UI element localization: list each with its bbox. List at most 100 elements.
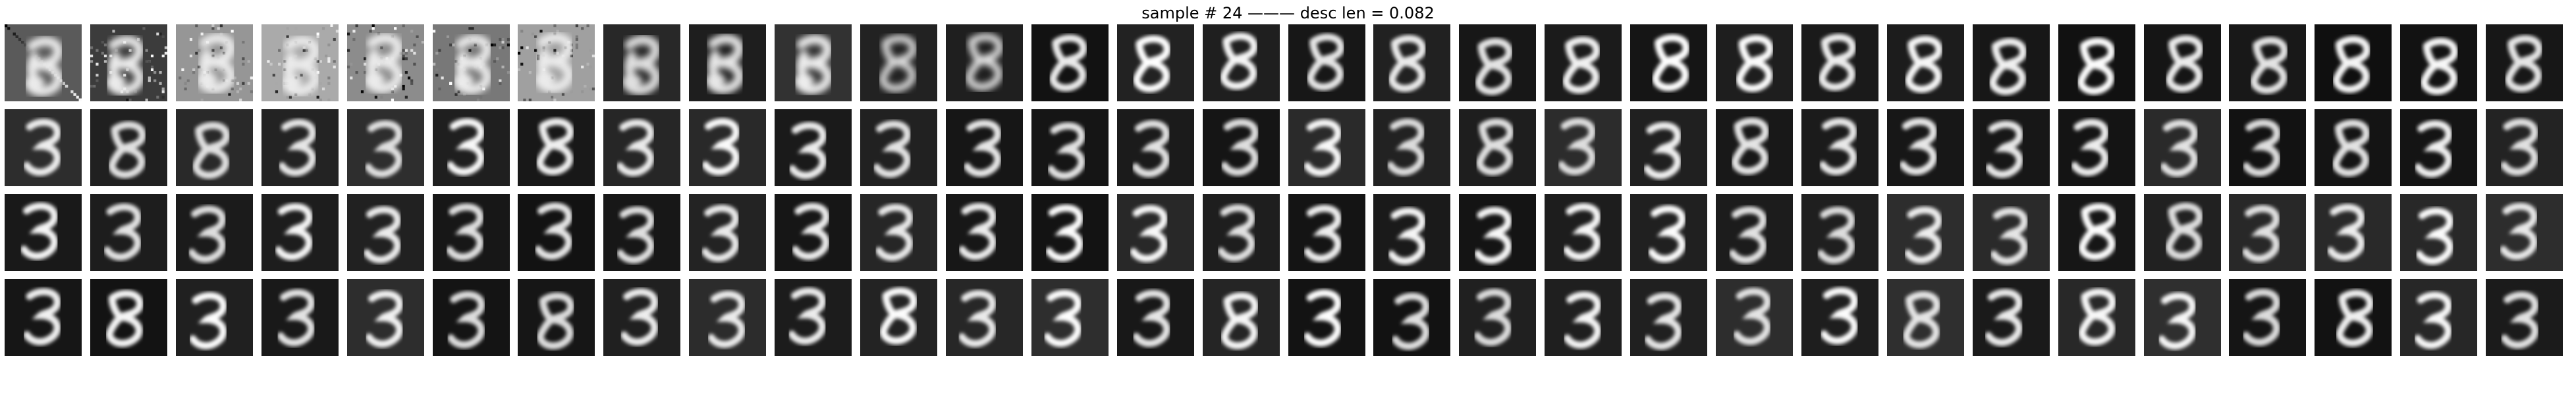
sample-tile — [1972, 194, 2050, 271]
sample-tile — [2229, 24, 2307, 101]
sample-tile — [2400, 109, 2478, 186]
digit-image — [90, 279, 167, 356]
digit-image — [603, 109, 681, 186]
sample-tile — [175, 279, 253, 356]
digit-image — [1031, 109, 1109, 186]
sample-tile — [1716, 109, 1793, 186]
digit-image — [860, 194, 937, 271]
digit-image — [346, 194, 424, 271]
digit-image — [1373, 109, 1451, 186]
sample-tile — [603, 109, 681, 186]
digit-image — [1288, 279, 1365, 356]
digit-image — [1116, 24, 1194, 101]
sample-tile — [1886, 24, 1964, 101]
digit-image — [1545, 279, 1622, 356]
sample-tile — [945, 24, 1023, 101]
digit-image — [2315, 279, 2392, 356]
sample-tile — [689, 24, 767, 101]
sample-tile — [175, 24, 253, 101]
digit-image — [1031, 24, 1109, 101]
digit-image — [261, 194, 339, 271]
figure-title: sample # 24 ——— desc len = 0.082 — [1141, 4, 1435, 22]
sample-tile — [1630, 24, 1708, 101]
digit-image — [775, 279, 852, 356]
sample-tile — [346, 279, 424, 356]
sample-tile — [860, 109, 937, 186]
sample-tile — [5, 24, 82, 101]
sample-tile — [1801, 194, 1878, 271]
digit-image — [1886, 194, 1964, 271]
sample-tile — [860, 279, 937, 356]
sample-tile — [689, 109, 767, 186]
digit-image — [432, 109, 510, 186]
sample-tile — [2058, 194, 2135, 271]
sample-tile — [860, 24, 937, 101]
digit-image — [518, 24, 595, 101]
sample-tile — [1716, 194, 1793, 271]
digit-image — [1459, 279, 1537, 356]
digit-image — [775, 109, 852, 186]
digit-image — [603, 194, 681, 271]
digit-image — [2315, 194, 2392, 271]
sample-tile — [1716, 24, 1793, 101]
digit-image — [860, 24, 937, 101]
digit-image — [603, 24, 681, 101]
digit-image — [1801, 109, 1878, 186]
digit-image — [1202, 24, 1280, 101]
sample-tile — [2400, 194, 2478, 271]
digit-image — [2486, 24, 2563, 101]
digit-image — [1886, 279, 1964, 356]
digit-image — [2486, 109, 2563, 186]
digit-image — [2400, 109, 2478, 186]
digit-image — [1202, 109, 1280, 186]
sample-tile — [261, 279, 339, 356]
sample-tile — [1202, 279, 1280, 356]
sample-tile — [432, 109, 510, 186]
sample-tile — [1886, 194, 1964, 271]
sample-tile — [1373, 24, 1451, 101]
sample-tile — [689, 194, 767, 271]
sample-tile — [1545, 109, 1622, 186]
digit-image — [346, 109, 424, 186]
sample-tile — [1459, 109, 1537, 186]
sample-tile — [2143, 24, 2221, 101]
digit-image — [346, 24, 424, 101]
digit-image — [2400, 24, 2478, 101]
digit-image — [1459, 109, 1537, 186]
sample-tile — [1116, 24, 1194, 101]
digit-image — [2486, 279, 2563, 356]
digit-image — [860, 109, 937, 186]
sample-tile — [518, 109, 595, 186]
digit-image — [1545, 109, 1622, 186]
digit-image — [2143, 109, 2221, 186]
digit-image — [2229, 194, 2307, 271]
sample-tile — [689, 279, 767, 356]
sample-tile — [1886, 109, 1964, 186]
digit-image — [2400, 194, 2478, 271]
digit-image — [1373, 194, 1451, 271]
digit-image — [1545, 24, 1622, 101]
digit-image — [90, 109, 167, 186]
digit-image — [2058, 279, 2135, 356]
sample-tile — [1972, 279, 2050, 356]
sample-tile — [346, 194, 424, 271]
digit-image — [2058, 109, 2135, 186]
digit-image — [1288, 109, 1365, 186]
sample-tile — [603, 279, 681, 356]
sample-tile — [2400, 24, 2478, 101]
sample-tile — [1972, 109, 2050, 186]
digit-image — [1716, 24, 1793, 101]
sample-tile — [2315, 194, 2392, 271]
sample-tile — [1459, 24, 1537, 101]
digit-image — [775, 194, 852, 271]
sample-tile — [945, 109, 1023, 186]
sample-tile — [175, 109, 253, 186]
sample-tile — [2315, 279, 2392, 356]
sample-tile — [1116, 194, 1194, 271]
digit-image — [346, 279, 424, 356]
digit-image — [1288, 194, 1365, 271]
sample-tile — [1373, 109, 1451, 186]
sample-tile — [2143, 194, 2221, 271]
digit-image — [432, 24, 510, 101]
digit-image — [261, 24, 339, 101]
